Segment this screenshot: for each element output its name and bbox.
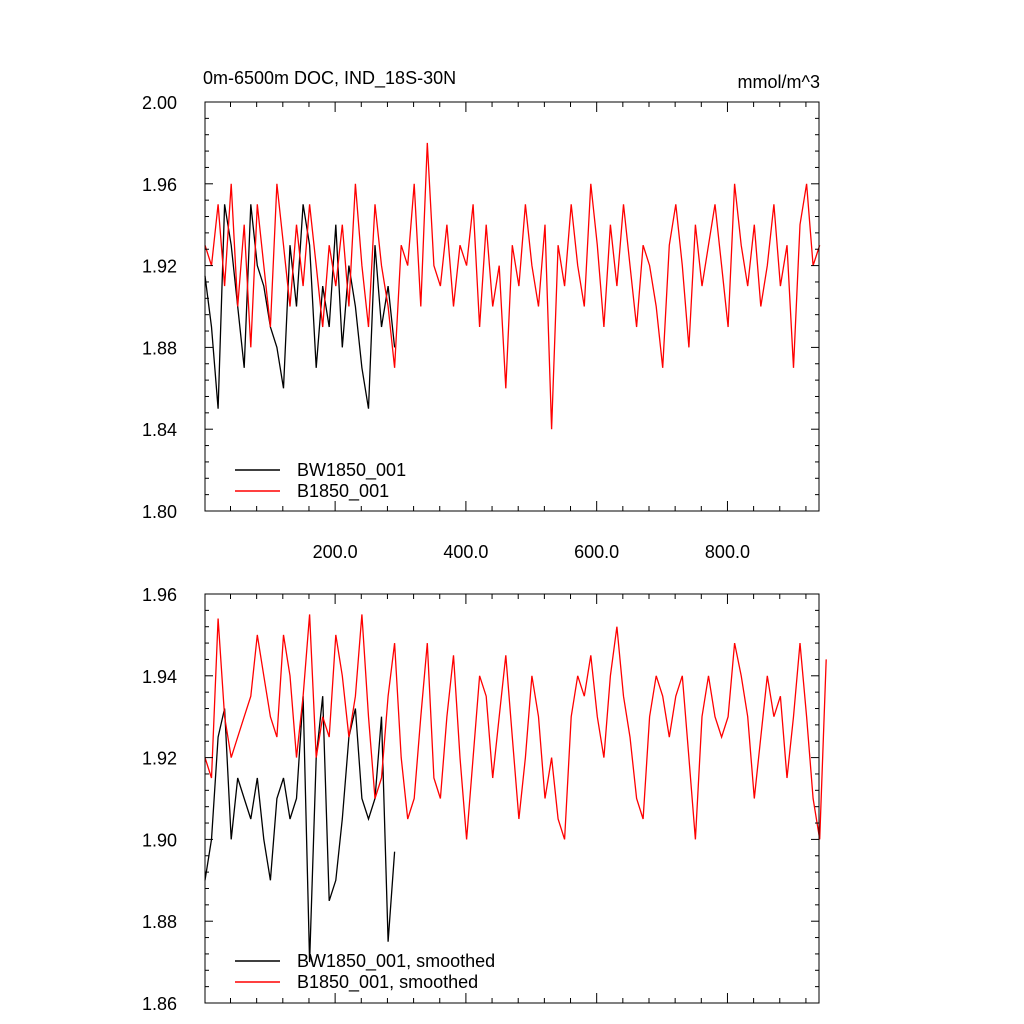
y-tick-label: 1.80 <box>142 502 177 522</box>
y-tick-label: 1.90 <box>142 830 177 850</box>
top-panel-units: mmol/m^3 <box>738 72 820 92</box>
y-tick-label: 1.88 <box>142 912 177 932</box>
y-tick-label: 1.92 <box>142 257 177 277</box>
y-tick-label: 1.86 <box>142 994 177 1014</box>
x-tick-label: 600.0 <box>574 542 619 562</box>
series-line-0-1 <box>204 142 821 430</box>
series-line-1-1 <box>204 614 827 840</box>
bottom-legend: BW1850_001, smoothed B1850_001, smoothed <box>235 951 495 993</box>
top-panel-frame <box>204 101 820 512</box>
y-tick-label: 1.84 <box>142 420 177 440</box>
top-panel: 0m-6500m DOC, IND_18S-30N mmol/m^3 1.80 1… <box>142 68 821 562</box>
series-line-1-0 <box>204 696 396 963</box>
y-tick-label: 1.94 <box>142 667 177 687</box>
top-legend: BW1850_001 B1850_001 <box>235 460 406 502</box>
y-tick-label: 2.00 <box>142 93 177 113</box>
legend-label-bw1850: BW1850_001 <box>297 460 406 481</box>
legend-label-b1850: B1850_001 <box>297 481 389 502</box>
bottom-panel-frame <box>204 593 820 1004</box>
legend-label-bw1850-smoothed: BW1850_001, smoothed <box>297 951 495 972</box>
y-tick-label: 1.96 <box>142 585 177 605</box>
top-panel-title-left: 0m-6500m DOC, IND_18S-30N <box>203 68 456 89</box>
bottom-panel: 1.86 1.88 1.90 1.92 1.94 1.96 BW1850_001, smo… <box>142 585 827 1014</box>
y-tick-label: 1.92 <box>142 749 177 769</box>
y-tick-label: 1.96 <box>142 175 177 195</box>
x-tick-label: 400.0 <box>443 542 488 562</box>
x-tick-label: 800.0 <box>705 542 750 562</box>
legend-label-b1850-smoothed: B1850_001, smoothed <box>297 972 478 993</box>
x-tick-label: 200.0 <box>313 542 358 562</box>
y-tick-label: 1.88 <box>142 338 177 358</box>
